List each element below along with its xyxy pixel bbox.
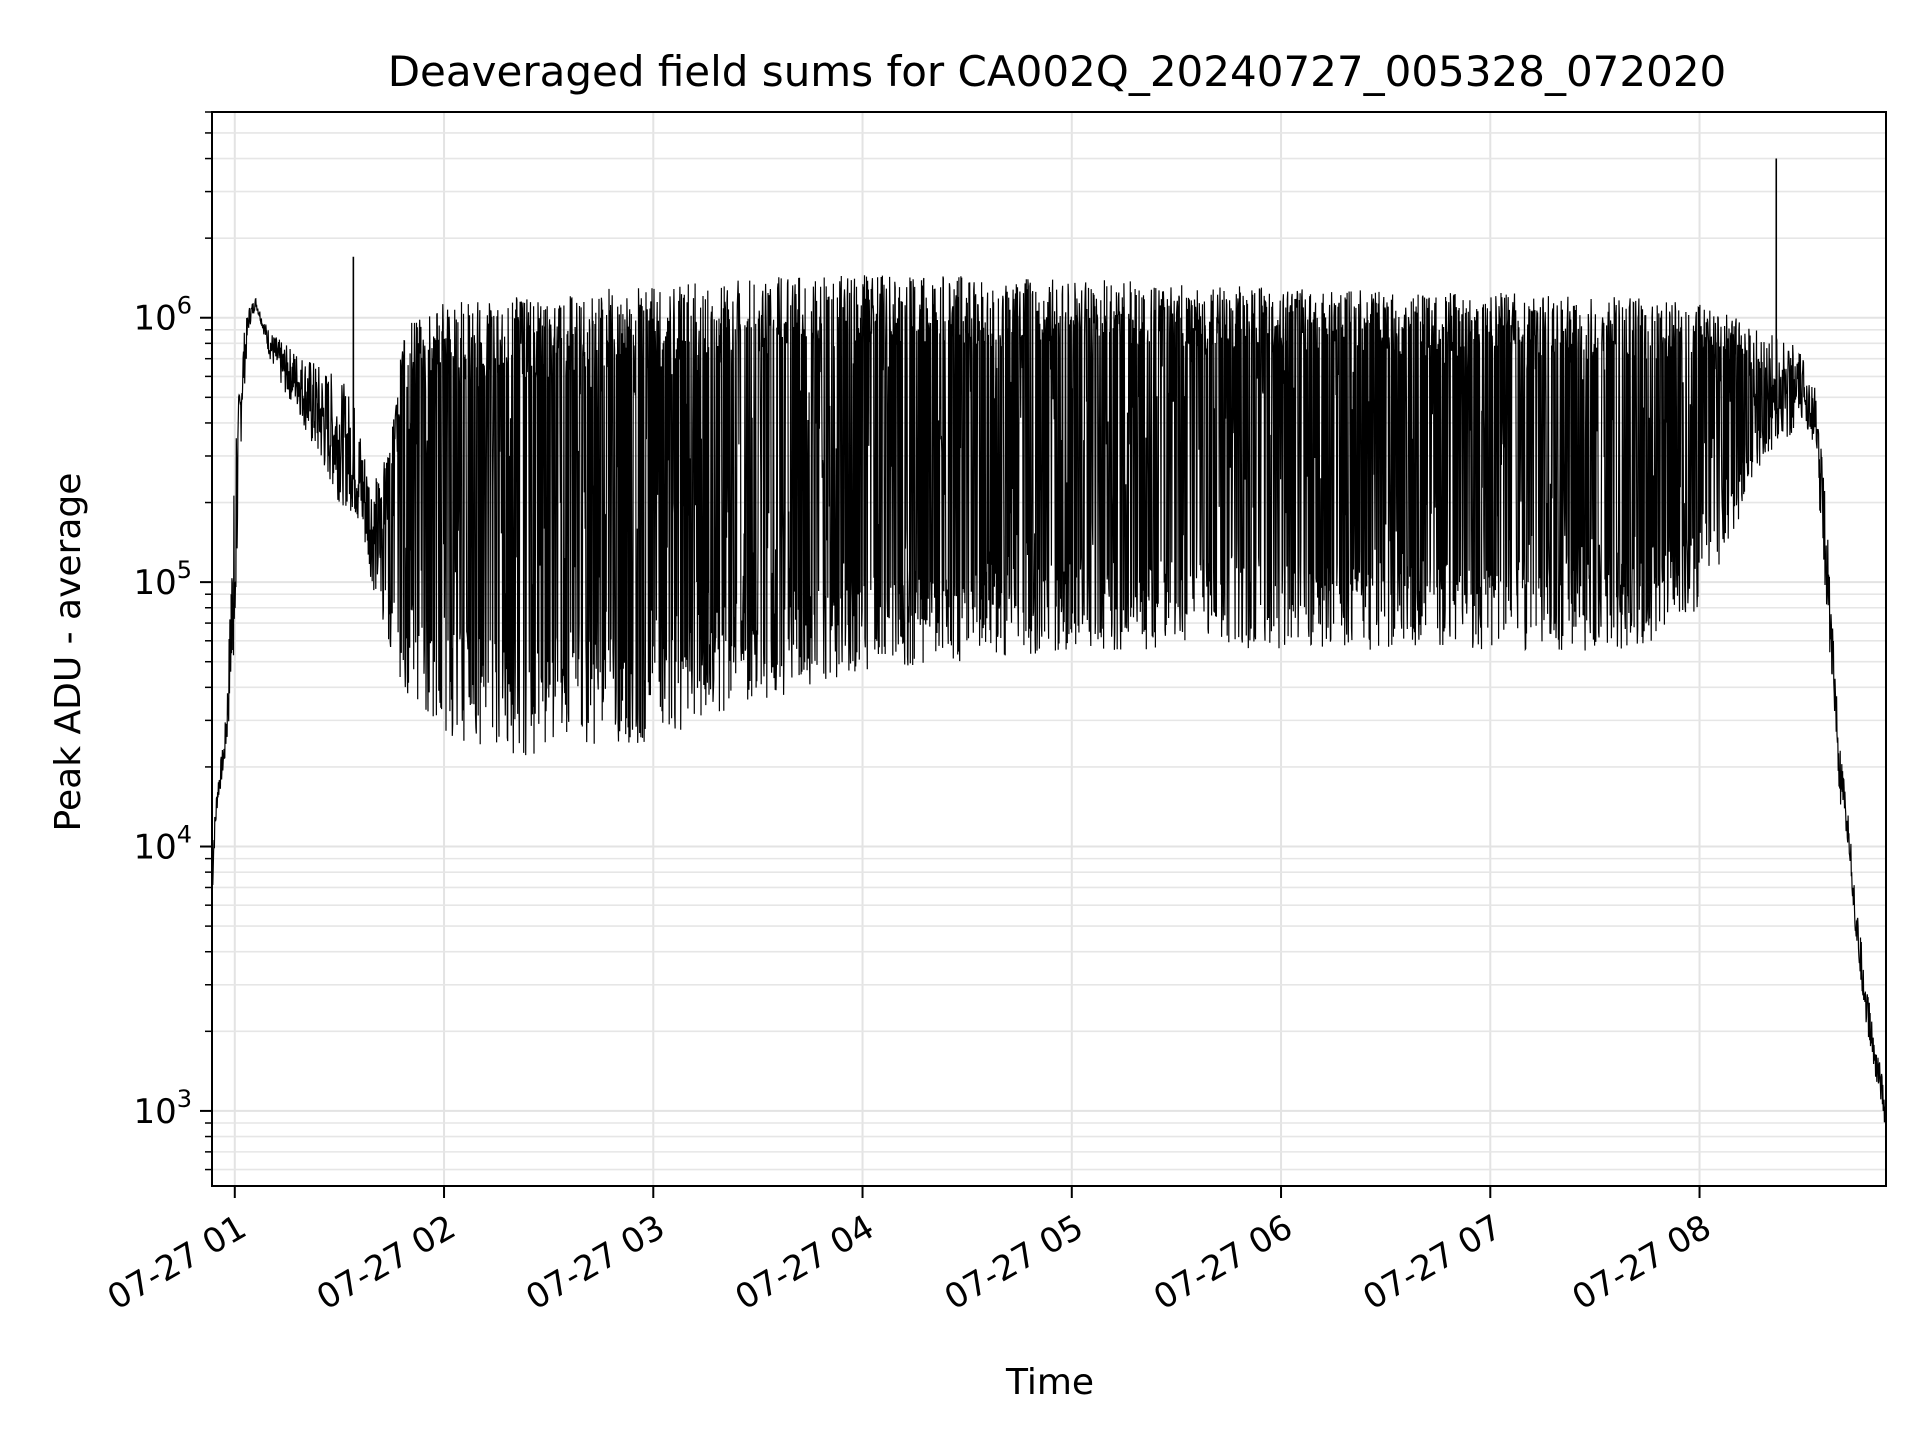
series-line bbox=[212, 158, 1886, 1123]
y-tick-label: 103 bbox=[133, 1085, 192, 1132]
plot-frame bbox=[211, 111, 1887, 1187]
y-tick-label: 105 bbox=[133, 556, 192, 603]
series-path bbox=[212, 275, 1886, 1123]
y-tick-label: 104 bbox=[133, 821, 192, 868]
x-axis-label: Time bbox=[1005, 1362, 1094, 1403]
y-axis-label: Peak ADU - average bbox=[48, 473, 89, 832]
y-axis: 103 104 105 106 bbox=[133, 111, 212, 1171]
chart-title: Deaveraged field sums for CA002Q_2024072… bbox=[388, 47, 1727, 96]
y-tick-label: 106 bbox=[133, 292, 192, 339]
